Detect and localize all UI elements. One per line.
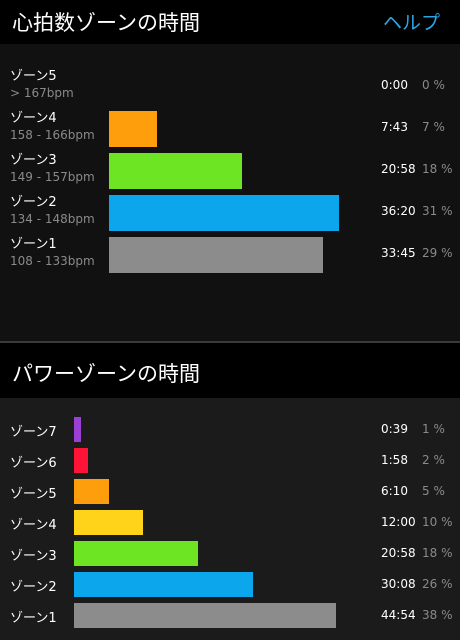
zone-name: ゾーン5 [10,487,57,502]
zone-row: ゾーン3 149 - 157bpm 20:58 18 % [0,128,460,189]
zone-bar [109,111,157,147]
zone-time: 0:39 [381,422,408,436]
heart-rate-header: 心拍数ゾーンの時間 ヘルプ [0,0,460,44]
zone-percent: 18 % [422,546,453,560]
zone-range: 108 - 133bpm [10,254,95,268]
zone-time: 30:08 [381,577,416,591]
zone-row: ゾーン1 44:54 38 % [0,584,460,628]
zone-bar [74,541,198,566]
zone-row: ゾーン5 > 167bpm 0:00 0 % [0,44,460,100]
zone-time: 33:45 [381,246,416,260]
zone-name: ゾーン1 [10,237,57,252]
zone-row: ゾーン4 12:00 10 % [0,491,460,535]
zone-time: 12:00 [381,515,416,529]
power-title: パワーゾーンの時間 [12,362,200,386]
zone-bar [74,510,143,535]
power-header: パワーゾーンの時間 [0,341,460,398]
heart-rate-zones-panel: ゾーン5 > 167bpm 0:00 0 % ゾーン4 158 - 166bpm 7:43 7… [0,44,460,341]
zone-percent: 26 % [422,577,453,591]
zone-row: ゾーン5 6:10 5 % [0,460,460,504]
zone-time: 20:58 [381,546,416,560]
zone-name: ゾーン4 [10,518,57,533]
zone-bar [109,153,242,189]
zone-name: ゾーン3 [10,153,57,168]
zone-name: ゾーン5 [10,69,57,84]
zone-bar [74,417,81,442]
zone-time: 44:54 [381,608,416,622]
zone-time: 7:43 [381,120,408,134]
zone-name: ゾーン3 [10,549,57,564]
zone-name: ゾーン2 [10,195,57,210]
power-zones-panel: ゾーン7 0:39 1 % ゾーン6 1:58 2 % ゾーン5 6:10 5 % ゾーン4 12:… [0,398,460,640]
zone-percent: 7 % [422,120,445,134]
zone-percent: 2 % [422,453,445,467]
zone-time: 36:20 [381,204,416,218]
zone-time: 20:58 [381,162,416,176]
zone-time: 0:00 [381,78,408,92]
zone-bar [74,479,109,504]
zone-range: 149 - 157bpm [10,170,95,184]
zone-name: ゾーン7 [10,425,57,440]
zone-time: 1:58 [381,453,408,467]
zone-row: ゾーン2 134 - 148bpm 36:20 31 % [0,170,460,231]
zone-row: ゾーン7 0:39 1 % [0,398,460,442]
zone-range: 158 - 166bpm [10,128,95,142]
zone-percent: 0 % [422,78,445,92]
zone-percent: 18 % [422,162,453,176]
zone-percent: 1 % [422,422,445,436]
zone-percent: 31 % [422,204,453,218]
help-link[interactable]: ヘルプ [382,12,440,34]
zone-bar [109,237,323,273]
zone-range: 134 - 148bpm [10,212,95,226]
zone-row: ゾーン3 20:58 18 % [0,522,460,566]
zone-range: > 167bpm [10,86,74,100]
zone-name: ゾーン6 [10,456,57,471]
zone-bar [74,448,88,473]
zone-percent: 29 % [422,246,453,260]
zone-name: ゾーン4 [10,111,57,126]
zone-row: ゾーン4 158 - 166bpm 7:43 7 % [0,86,460,147]
zone-percent: 5 % [422,484,445,498]
zone-row: ゾーン6 1:58 2 % [0,429,460,473]
zone-percent: 38 % [422,608,453,622]
zone-row: ゾーン1 108 - 133bpm 33:45 29 % [0,212,460,273]
zone-bar [74,572,253,597]
zone-bar [74,603,336,628]
zone-percent: 10 % [422,515,453,529]
zone-name: ゾーン2 [10,580,57,595]
heart-rate-title: 心拍数ゾーンの時間 [12,11,200,35]
zone-bar [109,195,339,231]
zone-row: ゾーン2 30:08 26 % [0,553,460,597]
zone-time: 6:10 [381,484,408,498]
zone-name: ゾーン1 [10,611,57,626]
